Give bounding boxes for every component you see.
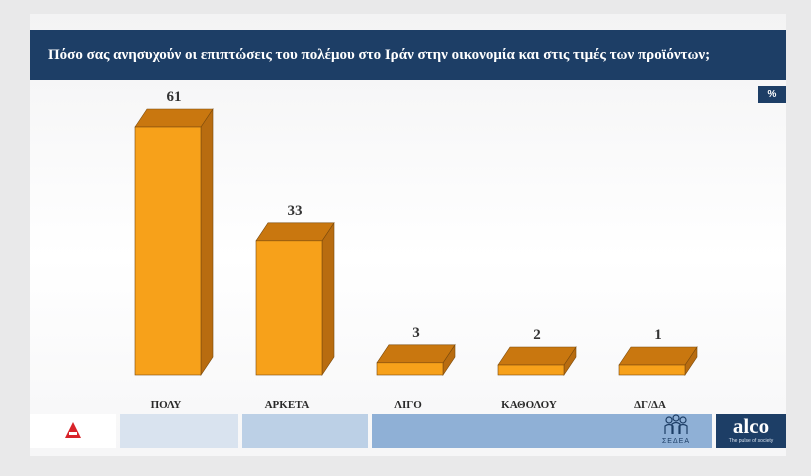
chart-title: Πόσο σας ανησυχούν οι επιπτώσεις του πολ… xyxy=(48,46,711,63)
bar-side xyxy=(321,221,335,376)
bar xyxy=(376,362,444,376)
data-label: 3 xyxy=(412,325,420,341)
people-icon xyxy=(664,414,688,434)
bar-top xyxy=(376,344,456,364)
bar-top xyxy=(134,108,214,128)
brand-name: alco xyxy=(732,414,770,438)
category-label: ΛΙΓΟ xyxy=(394,399,422,411)
category-label: ΔΓ/ΔΑ xyxy=(634,399,666,411)
footer-bar: ΣΕΔΕΑ alco The pulse of society xyxy=(30,414,786,448)
footer-segment xyxy=(242,414,368,448)
bar xyxy=(497,364,565,376)
brand-logo: alco The pulse of society xyxy=(716,414,786,448)
footer-segment xyxy=(372,414,712,448)
data-label: 33 xyxy=(288,203,303,219)
channel-logo-box xyxy=(30,414,116,448)
category-label: ΠΟΛΥ xyxy=(151,399,182,411)
category-label: ΚΑΘΟΛΟΥ xyxy=(501,399,557,411)
bar-side xyxy=(200,108,214,376)
channel-logo-icon xyxy=(65,422,81,438)
partner-label: ΣΕΔΕΑ xyxy=(661,438,690,445)
partner-logo: ΣΕΔΕΑ xyxy=(646,414,706,448)
bar xyxy=(134,126,202,376)
bar-top xyxy=(255,222,335,242)
bar xyxy=(255,240,323,376)
bar-top xyxy=(618,346,698,366)
bar xyxy=(618,364,686,376)
category-label: ΑΡΚΕΤΑ xyxy=(265,399,310,411)
title-bar: Πόσο σας ανησυχούν οι επιπτώσεις του πολ… xyxy=(30,30,786,80)
footer-segment xyxy=(120,414,238,448)
data-label: 61 xyxy=(167,89,182,105)
data-label: 1 xyxy=(654,327,662,343)
data-label: 2 xyxy=(533,327,541,343)
brand-tagline: The pulse of society xyxy=(728,438,774,444)
unit-badge: % xyxy=(758,86,786,103)
bar-top xyxy=(497,346,577,366)
